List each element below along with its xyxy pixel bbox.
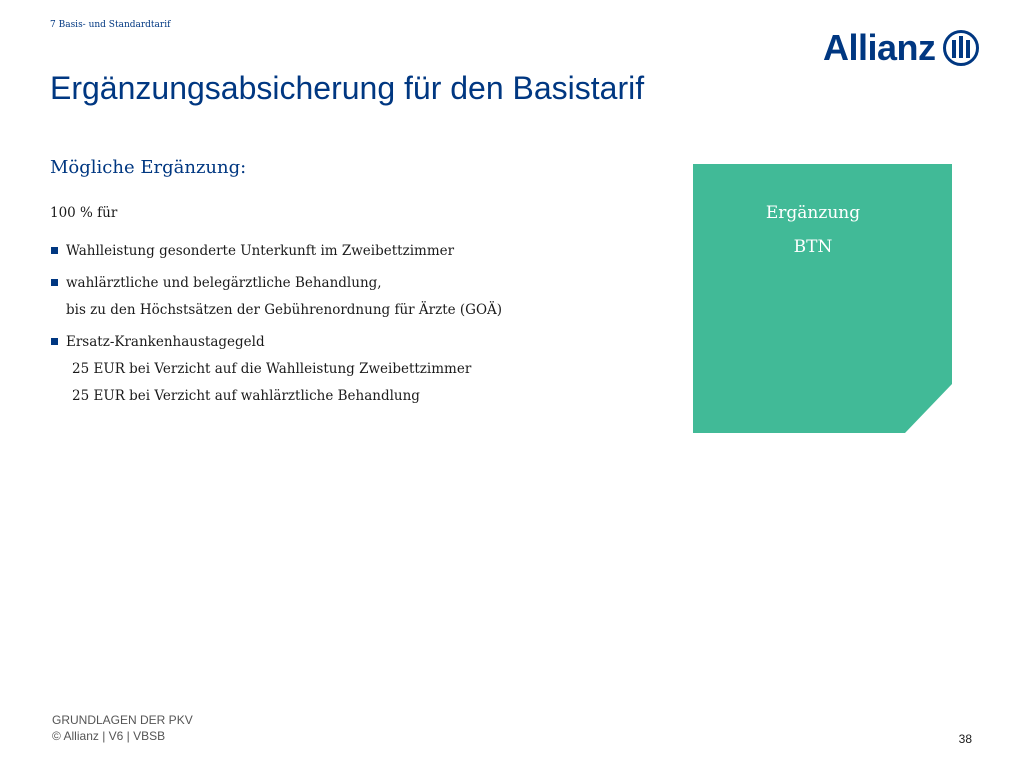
list-item-text: wahlärztliche und belegärztliche Behandl… <box>66 275 382 291</box>
page-title: Ergänzungsabsicherung für den Basistarif <box>50 70 645 106</box>
square-bullet-icon <box>51 247 58 254</box>
list-item-text: Wahlleistung gesonderte Unterkunft im Zw… <box>66 243 455 259</box>
box-label-line1: Ergänzung <box>765 203 861 223</box>
ergaenzung-box: Ergänzung BTN <box>693 164 952 433</box>
list-item-subtext: 25 EUR bei Verzicht auf wahlärztliche Be… <box>72 388 420 404</box>
footer-title: GRUNDLAGEN DER PKV <box>52 713 193 727</box>
bullet-list: Wahlleistung gesonderte Unterkunft im Zw… <box>50 238 650 410</box>
square-bullet-icon <box>51 338 58 345</box>
footer: GRUNDLAGEN DER PKV © Allianz | V6 | VBSB <box>52 712 193 744</box>
list-item-text: Ersatz-Krankenhaustagegeld <box>66 334 265 350</box>
list-item-subtext: 25 EUR bei Verzicht auf die Wahlleistung… <box>72 361 472 377</box>
box-label: Ergänzung BTN <box>693 196 933 264</box>
box-label-line2: BTN <box>793 237 833 257</box>
allianz-eagle-icon <box>942 30 979 66</box>
list-item-subtext: bis zu den Höchstsätzen der Gebührenordn… <box>66 302 503 318</box>
green-box-shape <box>693 164 952 433</box>
allianz-logo: Allianz <box>823 28 980 68</box>
list-item: Wahlleistung gesonderte Unterkunft im Zw… <box>50 238 650 265</box>
intro-text: 100 % für <box>50 205 118 221</box>
logo-wordmark: Allianz <box>823 27 936 68</box>
breadcrumb: 7 Basis- und Standardtarif <box>50 20 171 30</box>
footer-copyright: © Allianz | V6 | VBSB <box>52 729 166 743</box>
page-number: 38 <box>958 732 972 746</box>
subheading: Mögliche Ergänzung: <box>50 157 247 178</box>
list-item: wahlärztliche und belegärztliche Behandl… <box>50 270 650 324</box>
square-bullet-icon <box>51 279 58 286</box>
list-item: Ersatz-Krankenhaustagegeld 25 EUR bei Ve… <box>50 329 650 410</box>
